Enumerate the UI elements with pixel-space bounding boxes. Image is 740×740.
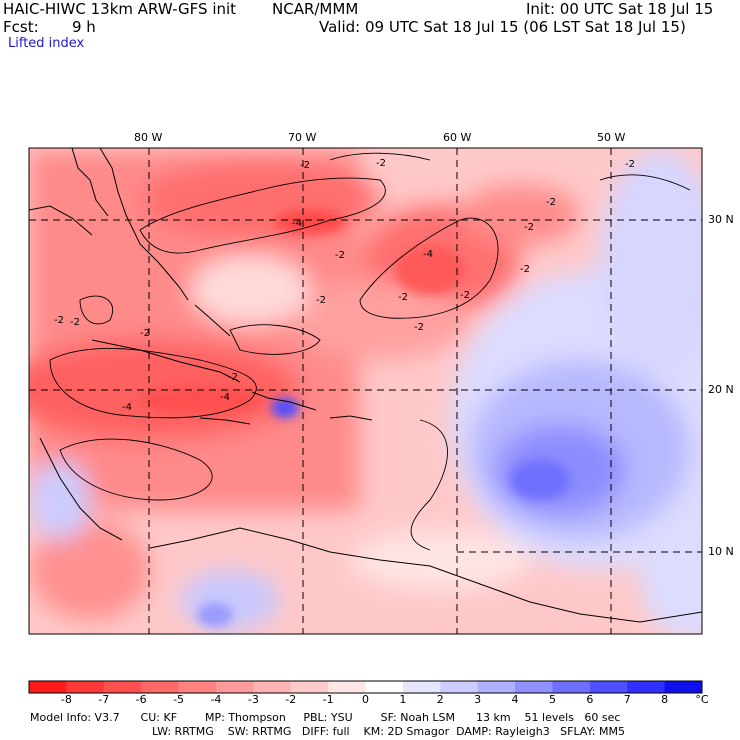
colorbar-tick-label: 5	[548, 693, 556, 706]
contour-label: -2	[376, 158, 386, 169]
colorbar-tick-label: 8	[661, 693, 669, 706]
colorbar-swatch	[365, 681, 404, 693]
fcst-value: 9 h	[72, 18, 96, 36]
colorbar-tick-label: 2	[436, 693, 444, 706]
contour-label: -2	[54, 315, 64, 326]
colorbar-frame	[28, 680, 703, 694]
colorbar-tick-label: 3	[474, 693, 482, 706]
graticule	[29, 148, 702, 634]
contour-label: -2	[316, 295, 326, 306]
contour-lines	[49, 152, 691, 551]
colorbar-swatch	[328, 681, 366, 693]
colorbar-swatch	[402, 681, 441, 693]
lon-label-50w: 50 W	[597, 131, 626, 144]
lon-label-70w: 70 W	[288, 131, 317, 144]
contour-label: -2	[228, 372, 238, 383]
colorbar-tick-label: -4	[210, 693, 222, 706]
colorbar-swatch	[515, 681, 553, 693]
map-field	[29, 148, 702, 634]
colorbar-swatch	[552, 681, 591, 693]
agency-label: NCAR/MMM	[272, 0, 359, 18]
colorbar-swatch	[627, 681, 666, 693]
lat-label-20n: 20 N	[708, 383, 734, 396]
fcst-label: Fcst:	[3, 18, 39, 36]
colorbar-tick-label: 4	[511, 693, 519, 706]
colorbar-unit: °C	[695, 693, 709, 706]
colorbar-tick-label: -2	[285, 693, 297, 706]
colorbar-tick-label: -8	[60, 693, 72, 706]
lon-label-60w: 60 W	[443, 131, 472, 144]
colorbar-swatch	[290, 681, 329, 693]
model-info-line2: LW: RRTMG SW: RRTMG DIFF: full KM: 2D Sm…	[152, 725, 625, 738]
model-info-line1: Model Info: V3.7 CU: KF MP: Thompson PBL…	[30, 711, 621, 724]
contour-label: -2	[335, 250, 345, 261]
colorbar-tick-label: 1	[399, 693, 407, 706]
contour-label: -2	[70, 317, 80, 328]
contour-label: -2	[520, 264, 530, 275]
coastlines	[29, 148, 702, 623]
colorbar-swatch	[141, 681, 180, 693]
contour-label: -2	[398, 292, 408, 303]
contour-label: -4	[122, 402, 132, 413]
lat-label-30n: 30 N	[708, 213, 734, 226]
colorbar-swatch	[215, 681, 254, 693]
model-title: HAIC-HIWC 13km ARW-GFS init	[3, 0, 237, 18]
contour-label: -2	[300, 160, 310, 171]
contour-label: -2	[546, 197, 556, 208]
contour-label: -4	[292, 218, 302, 229]
contour-label: -4	[220, 392, 230, 403]
init-time: Init: 00 UTC Sat 18 Jul 15	[526, 0, 714, 18]
colorbar-tick-label: -6	[135, 693, 147, 706]
colorbar	[28, 680, 703, 694]
valid-time: Valid: 09 UTC Sat 18 Jul 15 (06 LST Sat …	[319, 18, 686, 36]
colorbar-swatch	[66, 681, 105, 693]
colorbar-swatch	[253, 681, 292, 693]
contour-label: -2	[460, 290, 470, 301]
colorbar-tick-label: -3	[247, 693, 259, 706]
lat-label-10n: 10 N	[708, 545, 734, 558]
colorbar-swatch	[440, 681, 479, 693]
colorbar-tick-label: 0	[362, 693, 369, 706]
lon-label-80w: 80 W	[134, 131, 163, 144]
colorbar-swatch	[103, 681, 142, 693]
contour-label: -2	[140, 328, 150, 339]
contour-label: -2	[625, 159, 635, 170]
colorbar-tick-label: -5	[173, 693, 185, 706]
contour-label: -4	[423, 249, 433, 260]
colorbar-swatch	[477, 681, 516, 693]
colorbar-swatch	[178, 681, 217, 693]
colorbar-swatch	[589, 681, 628, 693]
colorbar-tick-label: -1	[322, 693, 334, 706]
contour-label: -2	[524, 222, 534, 233]
colorbar-swatch	[29, 681, 67, 693]
colorbar-tick-label: 6	[586, 693, 594, 706]
map-frame	[28, 147, 703, 635]
colorbar-tick-label: 7	[623, 693, 631, 706]
colorbar-tick-label: -7	[98, 693, 110, 706]
field-name: Lifted index	[8, 36, 85, 51]
colorbar-swatch	[664, 681, 703, 693]
contour-label: -2	[414, 322, 424, 333]
